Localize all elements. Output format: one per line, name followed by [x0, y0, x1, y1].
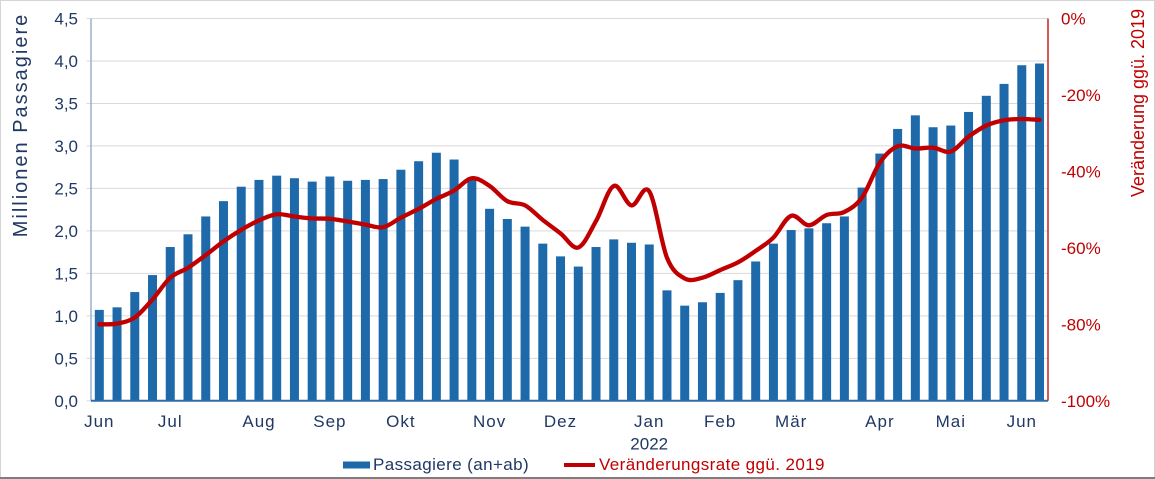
svg-text:3,0: 3,0: [54, 137, 78, 156]
svg-text:3,5: 3,5: [54, 95, 78, 114]
svg-text:-80%: -80%: [1061, 315, 1101, 334]
svg-text:Jun: Jun: [1007, 412, 1037, 431]
svg-text:1,0: 1,0: [54, 307, 78, 326]
svg-text:-40%: -40%: [1061, 162, 1101, 181]
svg-text:Veränderung ggü. 2019: Veränderung ggü. 2019: [1128, 9, 1148, 197]
svg-text:Jan: Jan: [634, 412, 664, 431]
svg-text:1,5: 1,5: [54, 264, 78, 283]
svg-text:Jul: Jul: [158, 412, 183, 431]
svg-text:-60%: -60%: [1061, 239, 1101, 258]
svg-text:2,0: 2,0: [54, 222, 78, 241]
svg-text:Millionen Passagiere: Millionen Passagiere: [10, 13, 32, 238]
svg-text:Mär: Mär: [775, 412, 807, 431]
svg-text:Mai: Mai: [936, 412, 966, 431]
svg-text:0,5: 0,5: [54, 349, 78, 368]
svg-text:Feb: Feb: [704, 412, 736, 431]
svg-text:Dez: Dez: [544, 412, 577, 431]
svg-text:2022: 2022: [630, 435, 668, 454]
svg-text:0,0: 0,0: [54, 392, 78, 411]
svg-text:Passagiere (an+ab): Passagiere (an+ab): [373, 455, 529, 474]
svg-text:Jun: Jun: [84, 412, 114, 431]
svg-text:Aug: Aug: [242, 412, 275, 431]
svg-text:4,0: 4,0: [54, 52, 78, 71]
svg-text:0%: 0%: [1061, 10, 1086, 29]
svg-text:-100%: -100%: [1061, 392, 1110, 411]
svg-text:Okt: Okt: [386, 412, 415, 431]
svg-text:-20%: -20%: [1061, 86, 1101, 105]
svg-text:2,5: 2,5: [54, 179, 78, 198]
svg-text:4,5: 4,5: [54, 10, 78, 29]
svg-text:Apr: Apr: [865, 412, 894, 431]
svg-text:Veränderungsrate ggü. 2019: Veränderungsrate ggü. 2019: [599, 455, 825, 474]
svg-text:Sep: Sep: [313, 412, 346, 431]
svg-text:Nov: Nov: [473, 412, 506, 431]
